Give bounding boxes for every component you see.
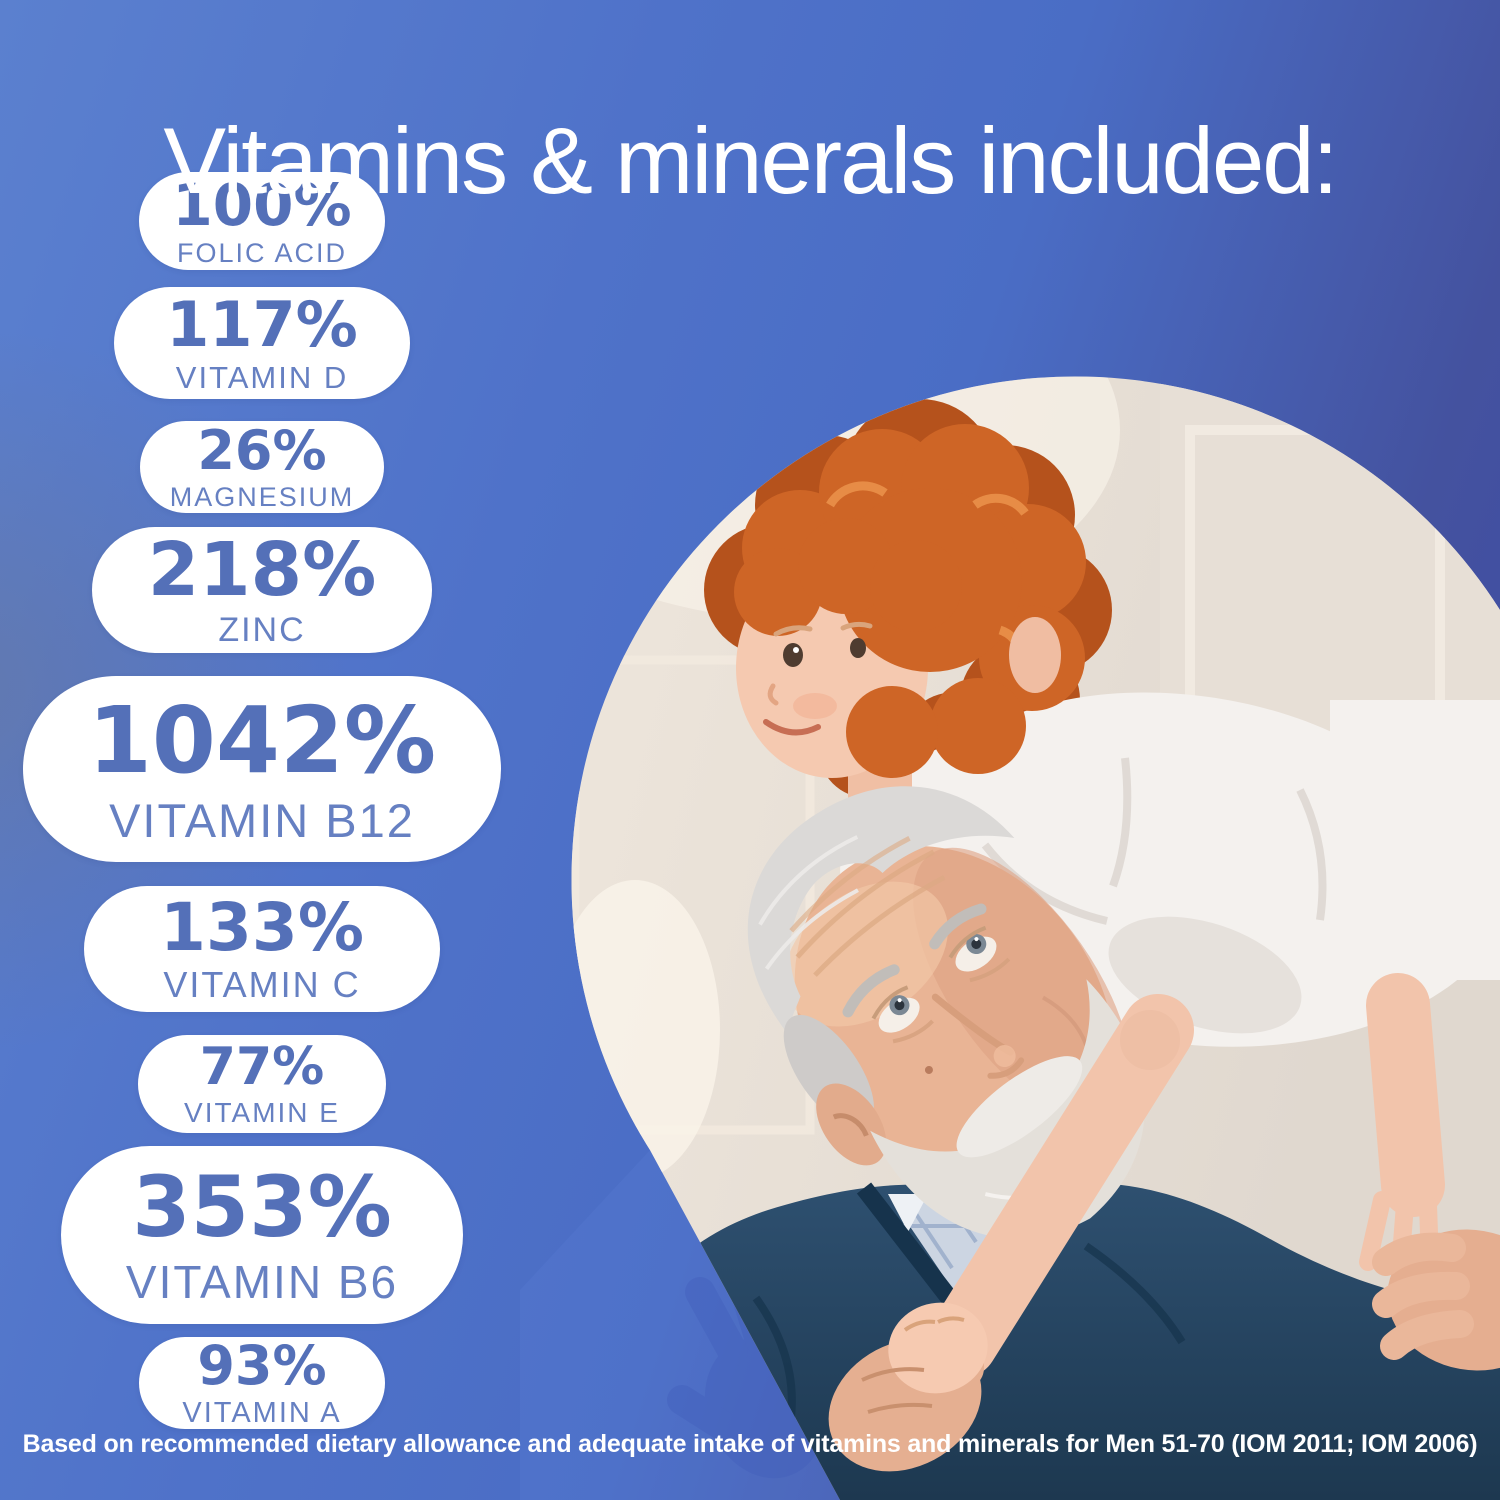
badge-value: 117% — [166, 287, 358, 361]
disclaimer-footnote: Based on recommended dietary allowance a… — [22, 1430, 1478, 1458]
badge-label: VITAMIN C — [163, 964, 361, 1005]
badge-label: VITAMIN D — [175, 359, 349, 395]
badge-label: MAGNESIUM — [169, 481, 355, 512]
badge-label: VITAMIN A — [182, 1396, 342, 1429]
badge-label: VITAMIN B12 — [109, 793, 415, 847]
badge-label: ZINC — [218, 611, 306, 649]
badge-magnesium: 26% MAGNESIUM — [140, 421, 384, 513]
badge-value: 1042% — [87, 686, 437, 794]
badge-label: FOLIC ACID — [176, 237, 348, 268]
badge-value: 77% — [199, 1037, 325, 1097]
hands — [828, 973, 1500, 1472]
badge-vitamin-c: 133% VITAMIN C — [84, 886, 440, 1012]
badge-label: VITAMIN B6 — [125, 1256, 399, 1308]
badge-vitamin-d: 117% VITAMIN D — [114, 287, 410, 399]
badge-value: 218% — [147, 527, 377, 613]
badge-vitamin-b6: 353% VITAMIN B6 — [61, 1146, 463, 1324]
badge-value: 26% — [197, 418, 327, 482]
badge-zinc: 218% ZINC — [92, 527, 432, 653]
badge-value: 100% — [172, 170, 352, 239]
badge-value: 353% — [132, 1158, 392, 1256]
badge-value: 133% — [160, 889, 364, 966]
badge-value: 93% — [197, 1333, 327, 1397]
badge-vitamin-e: 77% VITAMIN E — [138, 1035, 386, 1133]
grandfather-figure — [580, 786, 1500, 1500]
child-figure — [704, 399, 1500, 1047]
page-title: Vitamins & minerals included: — [163, 107, 1338, 213]
badge-folic-acid: 100% FOLIC ACID — [139, 172, 385, 270]
badge-vitamin-a: 93% VITAMIN A — [139, 1337, 385, 1429]
badge-label: VITAMIN E — [184, 1097, 340, 1128]
badge-vitamin-b12: 1042% VITAMIN B12 — [23, 676, 501, 862]
